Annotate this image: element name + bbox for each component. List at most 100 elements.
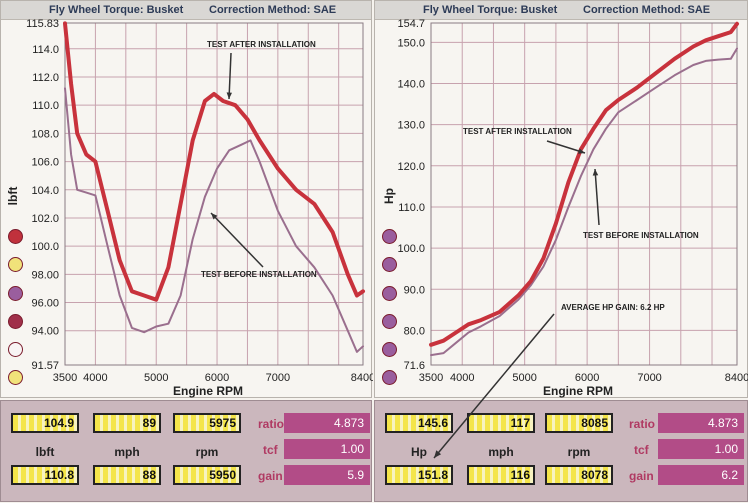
hp-after-mph-readout: 116 [467,465,535,485]
hp-x-tick-label: 5000 [512,372,536,384]
hp-readout-panel: 145.6 117 8085 Hp mph rpm 151.8 116 8078… [374,400,748,502]
torque-y-tick-label: 91.57 [31,360,59,372]
torque-after-rpm-readout: 5950 [173,465,241,485]
torque-x-tick-label: 3500 [53,372,77,384]
torque-annotation-label: TEST AFTER INSTALLATION [207,40,316,49]
legend-dot-6 [8,370,23,385]
torque-mph-readout: 89 [93,413,161,433]
hp-y-tick-label: 71.6 [404,360,425,372]
torque-tcf-label: tcf [263,443,278,457]
hp-y-axis-label: Hp [382,188,396,204]
torque-x-tick-label: 4000 [83,372,107,384]
hp-annotation-arrowhead [592,169,599,176]
torque-peak-readout: 104.9 [11,413,79,433]
torque-gain-value: 5.9 [284,465,370,485]
torque-y-tick-label: 112.0 [32,72,59,84]
torque-after-readout: 110.8 [11,465,79,485]
hp-annotation-arrow [546,140,586,154]
torque-before-series-line [64,87,364,353]
torque-plot-frame [64,22,364,366]
horsepower-chart-panel: Fly Wheel Torque: Busket Correction Meth… [374,0,748,398]
legend-dot-1 [8,229,23,244]
torque-x-axis-label: Engine RPM [173,384,243,398]
hp-annotation-arrow [594,168,600,226]
hp-y-tick-label: 90.0 [404,284,425,296]
torque-ratio-label: ratio [258,417,285,431]
torque-y-axis-label: lbft [6,187,20,206]
torque-y-tick-label: 115.83 [26,18,59,30]
torque-ratio-value: 4.873 [284,413,370,433]
hp-mph-readout: 117 [467,413,535,433]
legend-dot-5 [8,342,23,357]
legend-dot-3 [8,286,23,301]
torque-title-correction: Correction Method: SAE [209,4,337,16]
torque-y-tick-label: 104.0 [31,185,59,197]
torque-mph-caption: mph [114,445,140,459]
hp-peak-readout: 145.6 [385,413,453,433]
horsepower-chart: 71.6 80.0 90.0 100.0 110.0 120.0 130.0 140.0 150… [382,18,748,398]
torque-y-tick-label: 102.0 [31,213,59,225]
torque-x-tick-label: 5000 [144,372,168,384]
hp-x-axis-label: Engine RPM [543,384,613,398]
torque-rpm-caption: rpm [195,445,219,459]
torque-panel-title: Fly Wheel Torque: Busket Correction Meth… [1,1,371,20]
hp-legend-dot-6 [382,370,397,385]
hp-annotation-label: AVERAGE HP GAIN: 6.2 HP [561,303,665,312]
torque-annotation-label: TEST BEFORE INSTALLATION [201,270,317,279]
torque-y-tick-label: 98.00 [31,269,59,281]
torque-y-tick-label: 100.0 [31,241,59,253]
hp-legend-dot-4 [382,314,397,329]
torque-tcf-value: 1.00 [284,439,370,459]
hp-y-tick-label: 110.0 [398,202,425,214]
hp-legend-dot-3 [382,286,397,301]
hp-title-correction: Correction Method: SAE [583,4,711,16]
torque-annotation-arrowhead [211,213,218,220]
hp-y-tick-label: 80.0 [404,325,425,337]
torque-y-tick-label: 94.00 [31,326,59,338]
torque-annotation-arrowhead [226,92,232,99]
hp-x-tick-label: 6000 [575,372,599,384]
hp-tcf-label: tcf [634,443,649,457]
torque-y-tick-label: 106.0 [31,157,59,169]
torque-after-mph-readout: 88 [93,465,161,485]
legend-dot-2 [8,257,23,272]
torque-after-series-line [63,21,365,302]
hp-x-tick-label: 8400 [725,372,748,384]
hp-annotation-label: TEST AFTER INSTALLATION [463,127,572,136]
torque-chart: 91.57 94.00 96.00 98.00 100.0 102.0 104.0 106.0… [6,18,373,398]
torque-x-tick-label: 6000 [205,372,229,384]
hp-mph-caption: mph [488,445,514,459]
hp-legend-dot-5 [382,342,397,357]
torque-title-dyno: Fly Wheel Torque: Busket [49,4,184,16]
torque-unit-caption: lbft [35,445,55,459]
hp-legend-dot-2 [382,257,397,272]
torque-y-tick-label: 108.0 [31,128,59,140]
hp-y-tick-label: 154.7 [397,18,425,30]
legend-dot-4 [8,314,23,329]
torque-y-tick-label: 96.00 [31,298,59,310]
hp-x-tick-label: 7000 [637,372,661,384]
torque-rpm-readout: 5975 [173,413,241,433]
hp-ratio-label: ratio [629,417,656,431]
hp-gain-value: 6.2 [658,465,744,485]
hp-legend-dot-1 [382,229,397,244]
torque-x-tick-label: 8400 [351,372,373,384]
torque-y-tick-label: 114.0 [32,44,59,56]
hp-ratio-value: 4.873 [658,413,744,433]
torque-annotation-arrow [210,212,264,268]
torque-chart-panel: Fly Wheel Torque: Busket Correction Meth… [0,0,373,398]
hp-y-tick-label: 150.0 [397,37,425,49]
hp-plot-frame [430,22,738,366]
torque-y-tick-label: 110.0 [32,100,59,112]
hp-rpm-caption: rpm [567,445,591,459]
hp-y-tick-label: 120.0 [397,161,425,173]
torque-annotation-arrow [228,52,232,100]
hp-y-tick-label: 100.0 [397,243,425,255]
hp-rpm-readout: 8085 [545,413,613,433]
hp-unit-caption: Hp [411,445,427,459]
torque-x-tick-label: 7000 [266,372,290,384]
hp-x-tick-label: 3500 [419,372,443,384]
torque-gain-label: gain [258,469,283,483]
hp-x-tick-label: 4000 [450,372,474,384]
hp-tcf-value: 1.00 [658,439,744,459]
